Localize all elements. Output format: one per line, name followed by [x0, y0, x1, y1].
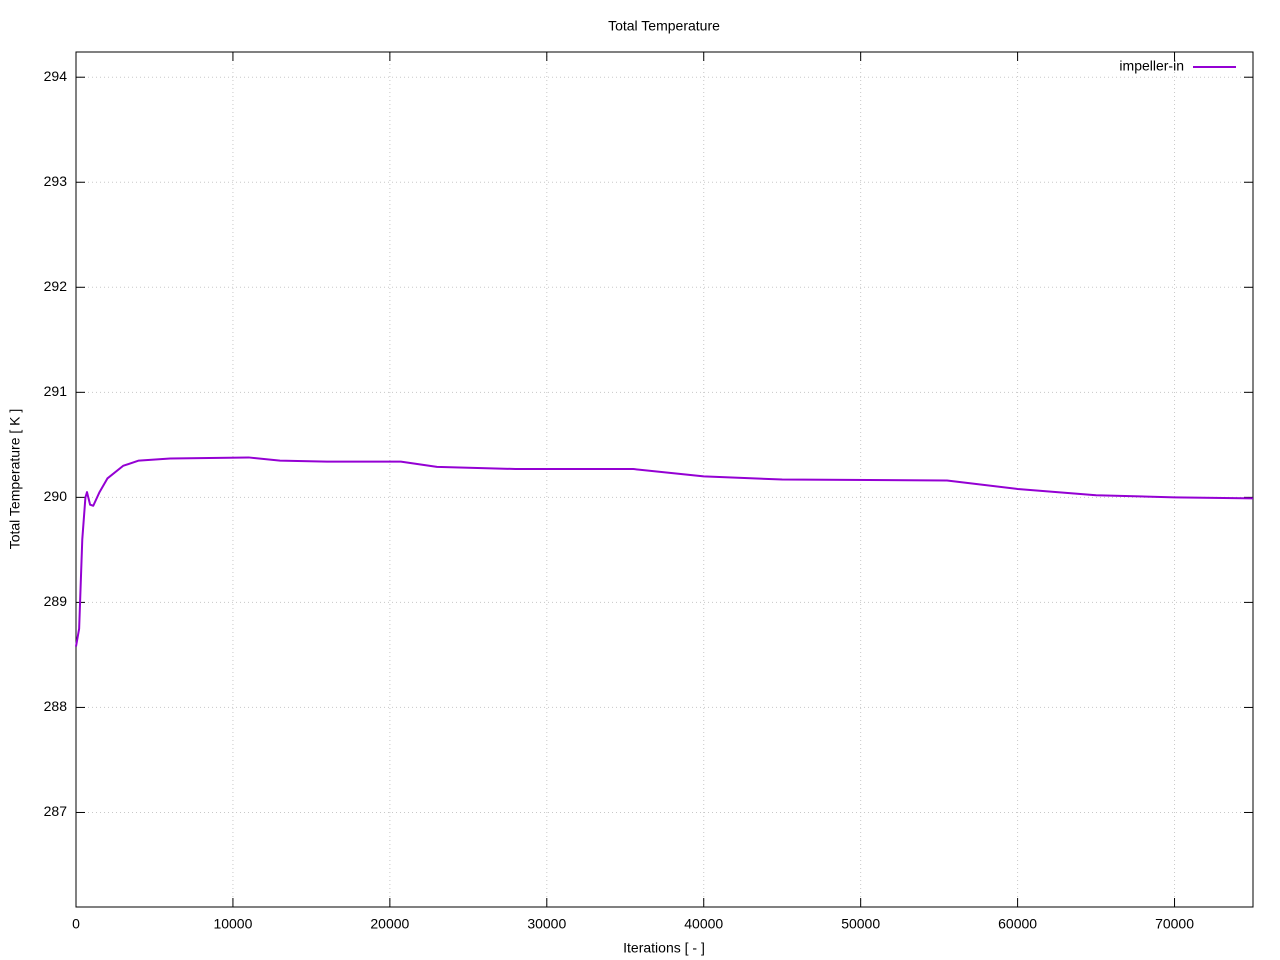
y-tick-label: 287	[44, 803, 68, 819]
x-tick-label: 50000	[841, 916, 880, 932]
plot-frame	[75, 51, 1254, 908]
y-tick-label: 290	[44, 488, 68, 504]
x-tick-label: 0	[72, 916, 80, 932]
x-tick-label: 10000	[213, 916, 252, 932]
y-tick-label: 292	[44, 278, 68, 294]
x-tick-label: 70000	[1155, 916, 1194, 932]
x-tick-label: 60000	[998, 916, 1037, 932]
y-tick-label: 289	[44, 593, 68, 609]
x-tick-label: 30000	[527, 916, 566, 932]
chart-title: Total Temperature	[608, 18, 720, 34]
x-axis-label: Iterations [ - ]	[623, 940, 705, 956]
y-tick-label: 291	[44, 383, 68, 399]
data-line	[75, 456, 1254, 647]
y-tick-label: 294	[44, 68, 68, 84]
y-tick-label: 293	[44, 173, 68, 189]
x-tick-label: 40000	[684, 916, 723, 932]
y-axis-label: Total Temperature [ K ]	[7, 409, 23, 550]
y-tick-label: 288	[44, 698, 68, 714]
legend-label: impeller-in	[1119, 58, 1184, 74]
x-tick-label: 20000	[370, 916, 409, 932]
